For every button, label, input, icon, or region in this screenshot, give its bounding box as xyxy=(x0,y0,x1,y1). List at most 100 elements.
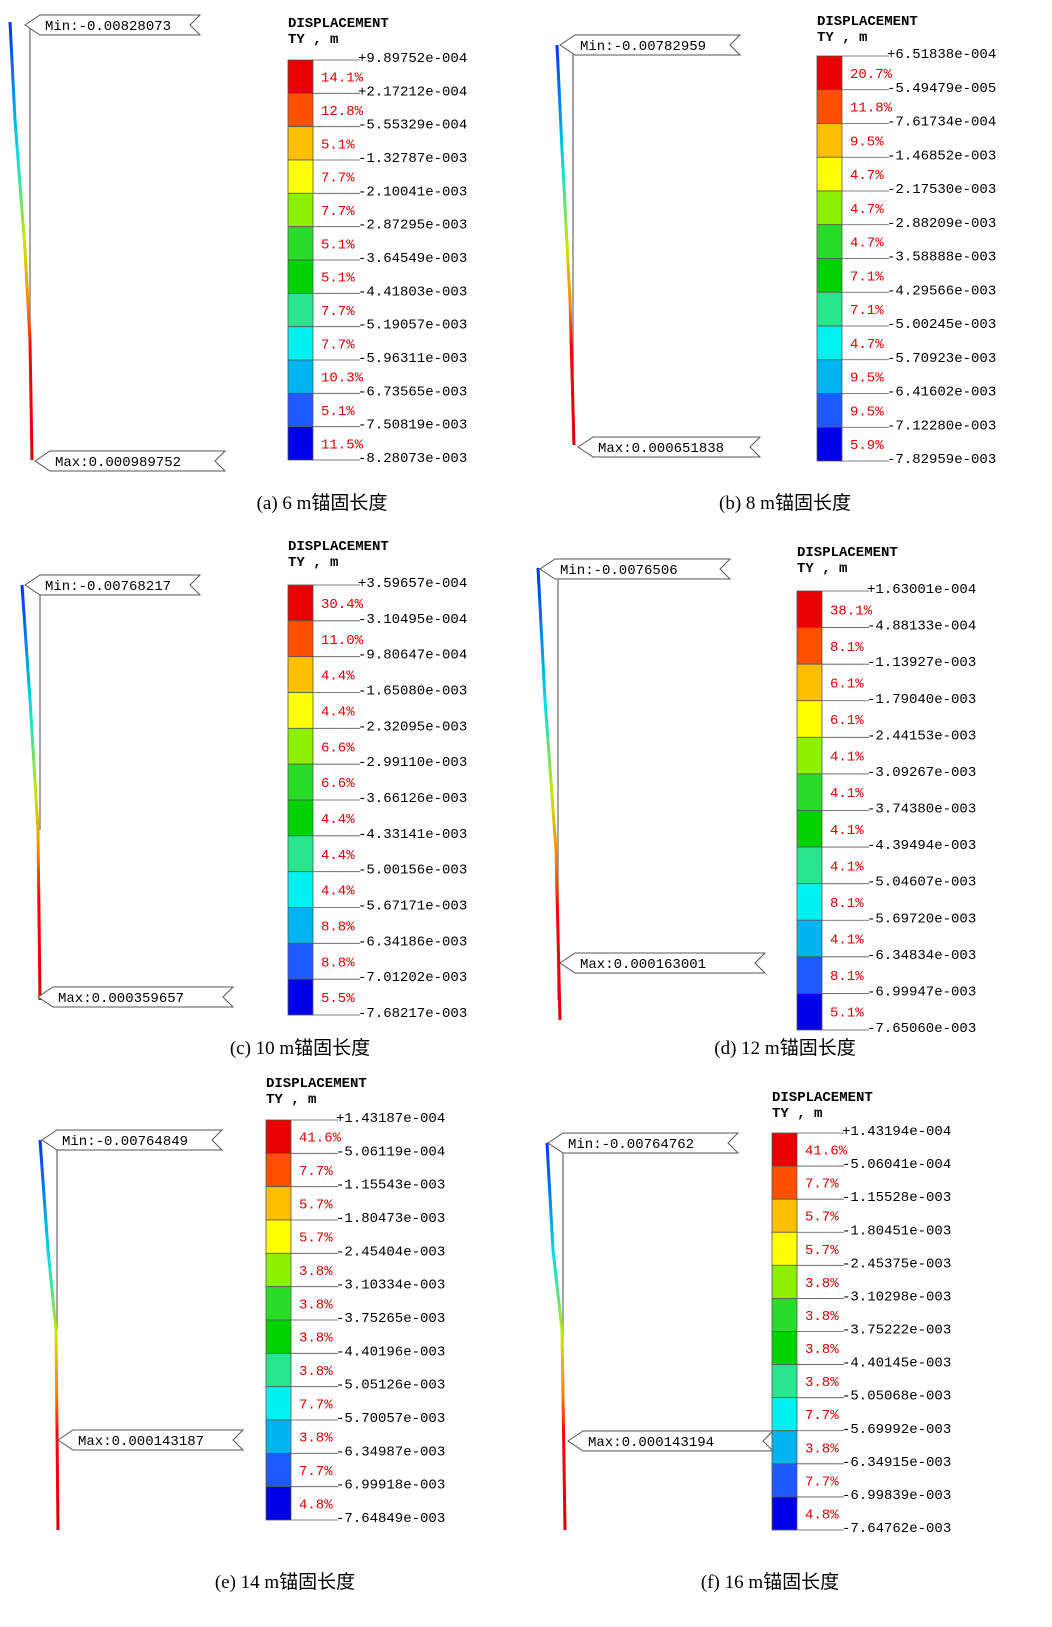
color-band xyxy=(772,1166,797,1199)
level-label: -2.44153e-003 xyxy=(867,728,976,744)
color-band xyxy=(288,260,313,293)
legend-title: DISPLACEMENT xyxy=(288,539,389,555)
min-label: Min:-0.00764849 xyxy=(62,1134,188,1150)
band-percent: 4.1% xyxy=(830,933,864,949)
panel: Min:-0.00782959Max:0.000651838DISPLACEME… xyxy=(557,14,996,514)
level-label: +1.43187e-004 xyxy=(336,1111,445,1127)
legend-unit: TY , m xyxy=(288,32,338,48)
panel: Min:-0.0076506Max:0.000163001DISPLACEMEN… xyxy=(538,545,976,1059)
caption: (f) 16 m锚固长度 xyxy=(701,1571,839,1593)
band-percent: 7.7% xyxy=(321,204,355,220)
max-label: Max:0.000143194 xyxy=(588,1435,714,1451)
level-label: -2.45404e-003 xyxy=(336,1244,445,1260)
band-percent: 7.7% xyxy=(321,337,355,353)
band-percent: 8.8% xyxy=(321,955,355,971)
level-label: -3.64549e-003 xyxy=(358,251,467,267)
color-band xyxy=(288,360,313,393)
level-label: -7.01202e-003 xyxy=(358,970,467,986)
level-label: -7.82959e-003 xyxy=(887,452,996,468)
level-label: -5.04607e-003 xyxy=(867,875,976,891)
level-label: -5.70923e-003 xyxy=(887,351,996,367)
band-percent: 7.7% xyxy=(321,171,355,187)
legend-title: DISPLACEMENT xyxy=(288,16,389,32)
level-label: -6.99947e-003 xyxy=(867,984,976,1000)
band-percent: 8.1% xyxy=(830,896,864,912)
color-band xyxy=(772,1298,797,1331)
panel: Min:-0.00764762Max:0.000143194DISPLACEME… xyxy=(547,1090,951,1593)
band-percent: 5.7% xyxy=(805,1243,839,1259)
legend-unit: TY , m xyxy=(817,30,867,46)
panel: Min:-0.00764849Max:0.000143187DISPLACEME… xyxy=(40,1076,445,1593)
color-band xyxy=(288,427,313,460)
band-percent: 6.6% xyxy=(321,776,355,792)
color-band xyxy=(266,1420,291,1453)
color-band xyxy=(797,920,822,957)
band-percent: 4.7% xyxy=(850,168,884,184)
color-band xyxy=(772,1398,797,1431)
band-percent: 9.5% xyxy=(850,404,884,420)
band-percent: 9.5% xyxy=(850,134,884,150)
color-band xyxy=(288,908,313,944)
color-band xyxy=(772,1232,797,1265)
level-label: -6.99839e-003 xyxy=(842,1488,951,1504)
color-band xyxy=(797,591,822,628)
level-label: -7.61734e-004 xyxy=(887,115,996,131)
level-label: -4.33141e-003 xyxy=(358,827,467,843)
legend-unit: TY , m xyxy=(772,1106,822,1122)
band-percent: 7.7% xyxy=(299,1164,333,1180)
band-percent: 4.4% xyxy=(321,669,355,685)
max-label: Max:0.000163001 xyxy=(580,957,706,973)
level-label: -5.19057e-003 xyxy=(358,318,467,334)
color-band xyxy=(772,1199,797,1232)
band-percent: 5.9% xyxy=(850,438,884,454)
min-label: Min:-0.0076506 xyxy=(560,563,678,579)
caption: (d) 12 m锚固长度 xyxy=(714,1037,855,1059)
band-percent: 5.7% xyxy=(299,1197,333,1213)
band-percent: 4.4% xyxy=(321,812,355,828)
level-label: -5.55329e-004 xyxy=(358,118,467,134)
band-percent: 7.7% xyxy=(299,1397,333,1413)
caption: (c) 10 m锚固长度 xyxy=(230,1037,370,1059)
band-percent: 4.4% xyxy=(321,884,355,900)
color-band xyxy=(266,1187,291,1220)
level-label: -1.79040e-003 xyxy=(867,692,976,708)
level-label: -3.66126e-003 xyxy=(358,791,467,807)
color-band xyxy=(288,764,313,800)
level-label: -5.69720e-003 xyxy=(867,911,976,927)
band-percent: 4.8% xyxy=(805,1507,839,1523)
color-band xyxy=(266,1220,291,1253)
band-percent: 6.1% xyxy=(830,713,864,729)
band-percent: 4.8% xyxy=(299,1497,333,1513)
color-band xyxy=(288,227,313,260)
band-percent: 7.1% xyxy=(850,303,884,319)
color-band xyxy=(288,127,313,160)
color-band xyxy=(288,60,313,93)
color-band xyxy=(288,693,313,729)
band-percent: 5.7% xyxy=(805,1210,839,1226)
level-label: -2.17530e-003 xyxy=(887,182,996,198)
level-label: -5.00245e-003 xyxy=(887,317,996,333)
level-label: -1.15528e-003 xyxy=(842,1190,951,1206)
level-label: +6.51838e-004 xyxy=(887,47,996,63)
band-percent: 4.1% xyxy=(830,750,864,766)
color-band xyxy=(817,56,842,90)
level-label: -2.32095e-003 xyxy=(358,719,467,735)
band-percent: 3.8% xyxy=(805,1276,839,1292)
color-band xyxy=(266,1120,291,1153)
level-label: -2.10041e-003 xyxy=(358,184,467,200)
band-percent: 6.1% xyxy=(830,676,864,692)
level-label: -5.06119e-004 xyxy=(336,1144,445,1160)
max-label: Max:0.000989752 xyxy=(55,455,181,471)
color-band xyxy=(797,957,822,994)
level-label: -7.50819e-003 xyxy=(358,418,467,434)
level-label: -2.45375e-003 xyxy=(842,1256,951,1272)
color-band xyxy=(288,585,313,621)
band-percent: 3.8% xyxy=(805,1342,839,1358)
level-label: -4.39494e-003 xyxy=(867,838,976,854)
legend-unit: TY , m xyxy=(288,555,338,571)
band-percent: 8.8% xyxy=(321,919,355,935)
color-band xyxy=(817,360,842,394)
level-label: -6.99918e-003 xyxy=(336,1478,445,1494)
color-band xyxy=(288,93,313,126)
level-label: -2.87295e-003 xyxy=(358,218,467,234)
